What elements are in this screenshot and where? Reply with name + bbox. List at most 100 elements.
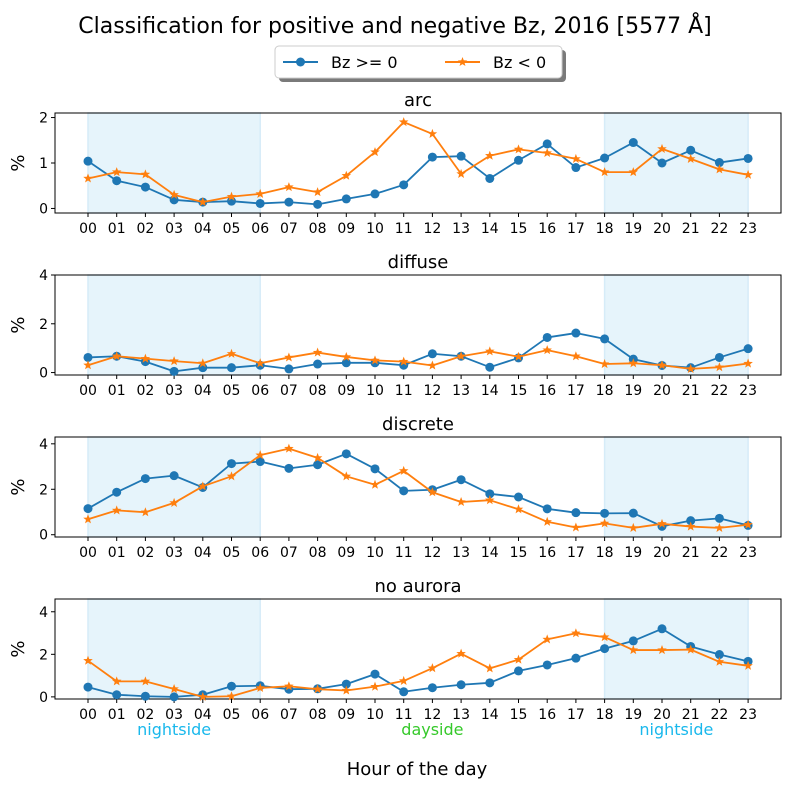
data-point-bz-pos xyxy=(169,692,179,702)
data-point-bz-neg xyxy=(111,676,122,686)
legend: Bz >= 0 Bz < 0 xyxy=(274,45,566,82)
data-point-bz-pos xyxy=(686,145,696,155)
data-point-bz-neg xyxy=(255,682,265,692)
data-point-bz-neg xyxy=(226,191,237,201)
data-point-bz-neg xyxy=(427,360,438,370)
data-point-bz-pos xyxy=(571,328,581,338)
data-point-bz-pos xyxy=(542,332,552,342)
data-point-bz-neg xyxy=(284,681,294,691)
data-point-bz-neg xyxy=(198,358,208,368)
data-point-bz-neg xyxy=(398,117,409,127)
data-point-bz-neg xyxy=(140,169,151,179)
data-point-bz-neg xyxy=(226,691,237,701)
axes-frame xyxy=(54,598,782,700)
data-point-bz-pos xyxy=(714,352,724,362)
data-point-bz-pos xyxy=(399,180,409,190)
x-tick-label: 18 xyxy=(596,221,614,237)
x-tick-label: 13 xyxy=(452,383,470,399)
data-point-bz-pos xyxy=(284,463,294,473)
x-tick-label: 08 xyxy=(309,545,327,561)
x-tick-label: 15 xyxy=(510,707,528,723)
data-point-bz-pos xyxy=(514,155,523,165)
legend-entry-bz-pos: Bz >= 0 xyxy=(283,53,398,72)
data-point-bz-pos xyxy=(657,158,667,168)
series-line-bz-neg xyxy=(87,349,749,370)
data-point-bz-pos xyxy=(600,153,610,163)
y-axis-label: % xyxy=(8,316,29,333)
x-tick-label: 17 xyxy=(567,383,585,399)
data-point-bz-pos xyxy=(714,158,724,168)
data-point-bz-pos xyxy=(456,151,466,161)
data-point-bz-neg xyxy=(341,170,352,180)
y-tick-label: 0 xyxy=(39,528,48,544)
data-point-bz-neg xyxy=(513,504,524,514)
x-tick-label: 16 xyxy=(538,383,556,399)
x-tick-label: 00 xyxy=(79,383,97,399)
x-tick-label: 04 xyxy=(194,383,212,399)
y-axis-label: % xyxy=(8,640,29,657)
x-tick-label: 13 xyxy=(452,221,470,237)
data-point-bz-pos xyxy=(485,362,495,372)
data-point-bz-pos xyxy=(456,680,466,690)
data-point-bz-neg xyxy=(599,632,610,642)
data-point-bz-neg xyxy=(370,479,380,489)
x-tick-label: 15 xyxy=(510,545,528,561)
x-tick-label: 14 xyxy=(481,545,499,561)
data-point-bz-pos xyxy=(399,687,409,697)
data-point-bz-neg xyxy=(456,168,466,178)
x-tick-label: 20 xyxy=(653,383,671,399)
data-point-bz-neg xyxy=(83,514,93,524)
data-point-bz-neg xyxy=(657,645,667,655)
data-point-bz-neg xyxy=(111,351,122,361)
data-point-bz-neg xyxy=(427,487,438,497)
x-tick-label: 16 xyxy=(538,707,556,723)
x-tick-label: 22 xyxy=(710,221,728,237)
x-tick-label: 03 xyxy=(165,221,183,237)
data-point-bz-neg xyxy=(743,660,753,670)
data-point-bz-neg xyxy=(485,150,495,160)
data-point-bz-pos xyxy=(370,669,380,679)
x-tick-label: 10 xyxy=(366,221,384,237)
x-tick-label: 20 xyxy=(653,707,671,723)
data-point-bz-pos xyxy=(571,508,581,518)
data-point-bz-neg xyxy=(542,516,552,526)
x-tick-label: 07 xyxy=(280,383,298,399)
x-tick-label: 00 xyxy=(79,545,97,561)
data-point-bz-neg xyxy=(341,685,352,695)
data-point-bz-pos xyxy=(370,189,380,199)
data-point-bz-pos xyxy=(370,464,380,474)
data-point-bz-pos xyxy=(514,666,523,676)
x-tick-label: 06 xyxy=(251,383,269,399)
x-tick-label: 14 xyxy=(481,383,499,399)
data-point-bz-neg xyxy=(169,189,179,199)
data-point-bz-neg xyxy=(284,352,294,362)
data-point-bz-pos xyxy=(284,364,294,374)
x-tick-label: 10 xyxy=(366,383,384,399)
data-point-bz-neg xyxy=(571,351,581,361)
x-tick-label: 20 xyxy=(653,545,671,561)
data-point-bz-neg xyxy=(341,351,352,361)
data-point-bz-neg xyxy=(485,346,495,356)
data-point-bz-neg xyxy=(513,144,524,154)
data-point-bz-pos xyxy=(140,182,150,192)
x-tick-label: 01 xyxy=(108,383,126,399)
legend-marker-circle xyxy=(296,57,305,67)
data-point-bz-neg xyxy=(456,648,466,658)
y-tick-label: 0 xyxy=(39,201,48,217)
x-tick-label: 12 xyxy=(423,383,441,399)
data-point-bz-neg xyxy=(685,521,696,531)
data-point-bz-neg xyxy=(456,351,466,361)
data-point-bz-neg xyxy=(169,684,179,694)
data-point-bz-neg xyxy=(743,519,753,529)
data-point-bz-pos xyxy=(399,486,409,496)
data-point-bz-pos xyxy=(743,153,753,163)
data-point-bz-neg xyxy=(398,675,409,685)
data-point-bz-pos xyxy=(341,358,351,368)
data-point-bz-neg xyxy=(685,644,696,654)
x-tick-label: 18 xyxy=(596,707,614,723)
data-point-bz-pos xyxy=(341,194,351,204)
